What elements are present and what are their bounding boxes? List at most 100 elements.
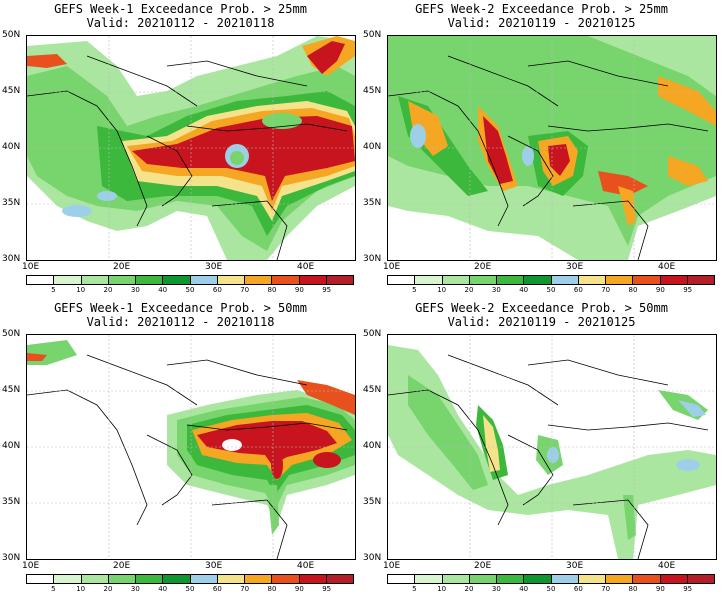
colorbar-tick-label: 40 xyxy=(158,585,168,593)
lat-label-40n: 40N xyxy=(363,441,382,451)
colorbar-cell xyxy=(497,276,525,284)
colorbar-tick-label: 5 xyxy=(51,286,56,294)
colorbar-tick-label: 90 xyxy=(294,286,304,294)
map-panel-week1-25mm: GEFS Week-1 Exceedance Prob. > 25mm Vali… xyxy=(0,0,361,299)
colorbar-cell xyxy=(606,575,634,583)
colorbar-tick-label: 10 xyxy=(76,286,86,294)
colorbar-cell xyxy=(299,276,327,284)
colorbar-cell xyxy=(415,575,443,583)
colorbar-tick-label: 90 xyxy=(655,585,665,593)
colorbar-cell xyxy=(27,276,55,284)
lat-label-35n: 35N xyxy=(2,198,21,208)
colorbar-cell xyxy=(633,575,661,583)
colorbar-tick-label: 50 xyxy=(185,286,195,294)
colorbar-tick-label: 40 xyxy=(519,286,529,294)
map-panel-week1-50mm: GEFS Week-1 Exceedance Prob. > 50mm Vali… xyxy=(0,299,361,598)
colorbar-cell xyxy=(326,575,353,583)
lat-label-50n: 50N xyxy=(2,329,21,339)
colorbar-tick-label: 5 xyxy=(51,585,56,593)
colorbar-tick-label: 30 xyxy=(491,286,501,294)
lon-label-30e: 30E xyxy=(566,561,584,571)
lon-label-20e: 20E xyxy=(113,262,131,272)
colorbar-tick-label: 80 xyxy=(628,585,638,593)
colorbar-cell xyxy=(497,575,525,583)
colorbar-tick-label: 70 xyxy=(601,585,611,593)
lat-label-40n: 40N xyxy=(363,142,382,152)
lon-label-40e: 40E xyxy=(297,262,315,272)
probability-map xyxy=(388,36,716,260)
lat-label-45n: 45N xyxy=(2,385,21,395)
colorbar-cell xyxy=(633,276,661,284)
colorbar-cell xyxy=(54,575,82,583)
colorbar-cell xyxy=(415,276,443,284)
lat-label-40n: 40N xyxy=(2,441,21,451)
panel-title: GEFS Week-1 Exceedance Prob. > 25mm xyxy=(54,2,307,16)
colorbar-tick-label: 10 xyxy=(437,286,447,294)
map-area xyxy=(387,334,717,560)
lon-label-30e: 30E xyxy=(205,262,223,272)
lat-label-30n: 30N xyxy=(2,254,21,264)
colorbar-tick-label: 80 xyxy=(267,585,277,593)
colorbar-cell xyxy=(299,575,327,583)
colorbar-tick-label: 5 xyxy=(412,286,417,294)
colorbar-cell xyxy=(442,575,470,583)
map-panel-week2-25mm: GEFS Week-2 Exceedance Prob. > 25mm Vali… xyxy=(361,0,722,299)
panel-title: GEFS Week-2 Exceedance Prob. > 25mm xyxy=(415,2,668,16)
colorbar-cell xyxy=(136,575,164,583)
colorbar-cell xyxy=(660,276,688,284)
colorbar-cell xyxy=(136,276,164,284)
panel-valid-dates: Valid: 20210112 - 20210118 xyxy=(86,315,275,329)
lat-label-30n: 30N xyxy=(2,553,21,563)
colorbar-cell xyxy=(606,276,634,284)
lon-label-10e: 10E xyxy=(22,262,40,272)
lon-label-10e: 10E xyxy=(383,561,401,571)
colorbar-cell xyxy=(687,276,714,284)
colorbar-cell xyxy=(578,276,606,284)
colorbar-tick-label: 90 xyxy=(294,585,304,593)
colorbar-tick-label: 40 xyxy=(158,286,168,294)
colorbar-tick-label: 60 xyxy=(573,585,583,593)
colorbar-tick-label: 20 xyxy=(464,585,474,593)
colorbar-tick-label: 50 xyxy=(546,286,556,294)
panel-valid-dates: Valid: 20210112 - 20210118 xyxy=(86,16,275,30)
colorbar-cell xyxy=(108,575,136,583)
probability-map xyxy=(388,335,716,559)
colorbar-cell xyxy=(54,276,82,284)
colorbar-labels: 5 10 20 30 40 50 60 70 80 90 95 xyxy=(26,286,354,296)
colorbar-tick-label: 60 xyxy=(212,585,222,593)
probability-map xyxy=(27,36,355,260)
colorbar-tick-label: 70 xyxy=(240,286,250,294)
colorbar-tick-label: 70 xyxy=(601,286,611,294)
panel-valid-dates: Valid: 20210119 - 20210125 xyxy=(447,315,636,329)
colorbar-cell xyxy=(163,575,191,583)
lon-label-30e: 30E xyxy=(205,561,223,571)
colorbar-tick-label: 30 xyxy=(130,585,140,593)
colorbar-cell xyxy=(388,276,416,284)
panel-title: GEFS Week-2 Exceedance Prob. > 50mm xyxy=(415,301,668,315)
colorbar-labels: 5 10 20 30 40 50 60 70 80 90 95 xyxy=(387,286,715,296)
lat-label-30n: 30N xyxy=(363,553,382,563)
colorbar-cell xyxy=(272,276,300,284)
colorbar-cell xyxy=(245,575,273,583)
colorbar xyxy=(26,275,354,285)
colorbar-tick-label: 20 xyxy=(103,286,113,294)
colorbar-cell xyxy=(245,276,273,284)
colorbar-tick-label: 95 xyxy=(322,585,332,593)
colorbar-tick-label: 20 xyxy=(464,286,474,294)
lon-label-30e: 30E xyxy=(566,262,584,272)
lon-label-20e: 20E xyxy=(474,561,492,571)
colorbar xyxy=(387,574,715,584)
colorbar-cell xyxy=(551,575,579,583)
map-panel-week2-50mm: GEFS Week-2 Exceedance Prob. > 50mm Vali… xyxy=(361,299,722,598)
map-area xyxy=(26,334,356,560)
colorbar-cell xyxy=(190,575,218,583)
colorbar-tick-label: 90 xyxy=(655,286,665,294)
colorbar-tick-label: 20 xyxy=(103,585,113,593)
colorbar-cell xyxy=(687,575,714,583)
panel-title: GEFS Week-1 Exceedance Prob. > 50mm xyxy=(54,301,307,315)
colorbar-tick-label: 30 xyxy=(491,585,501,593)
colorbar-tick-label: 50 xyxy=(185,585,195,593)
lon-label-40e: 40E xyxy=(297,561,315,571)
lat-label-50n: 50N xyxy=(363,329,382,339)
colorbar-cell xyxy=(388,575,416,583)
